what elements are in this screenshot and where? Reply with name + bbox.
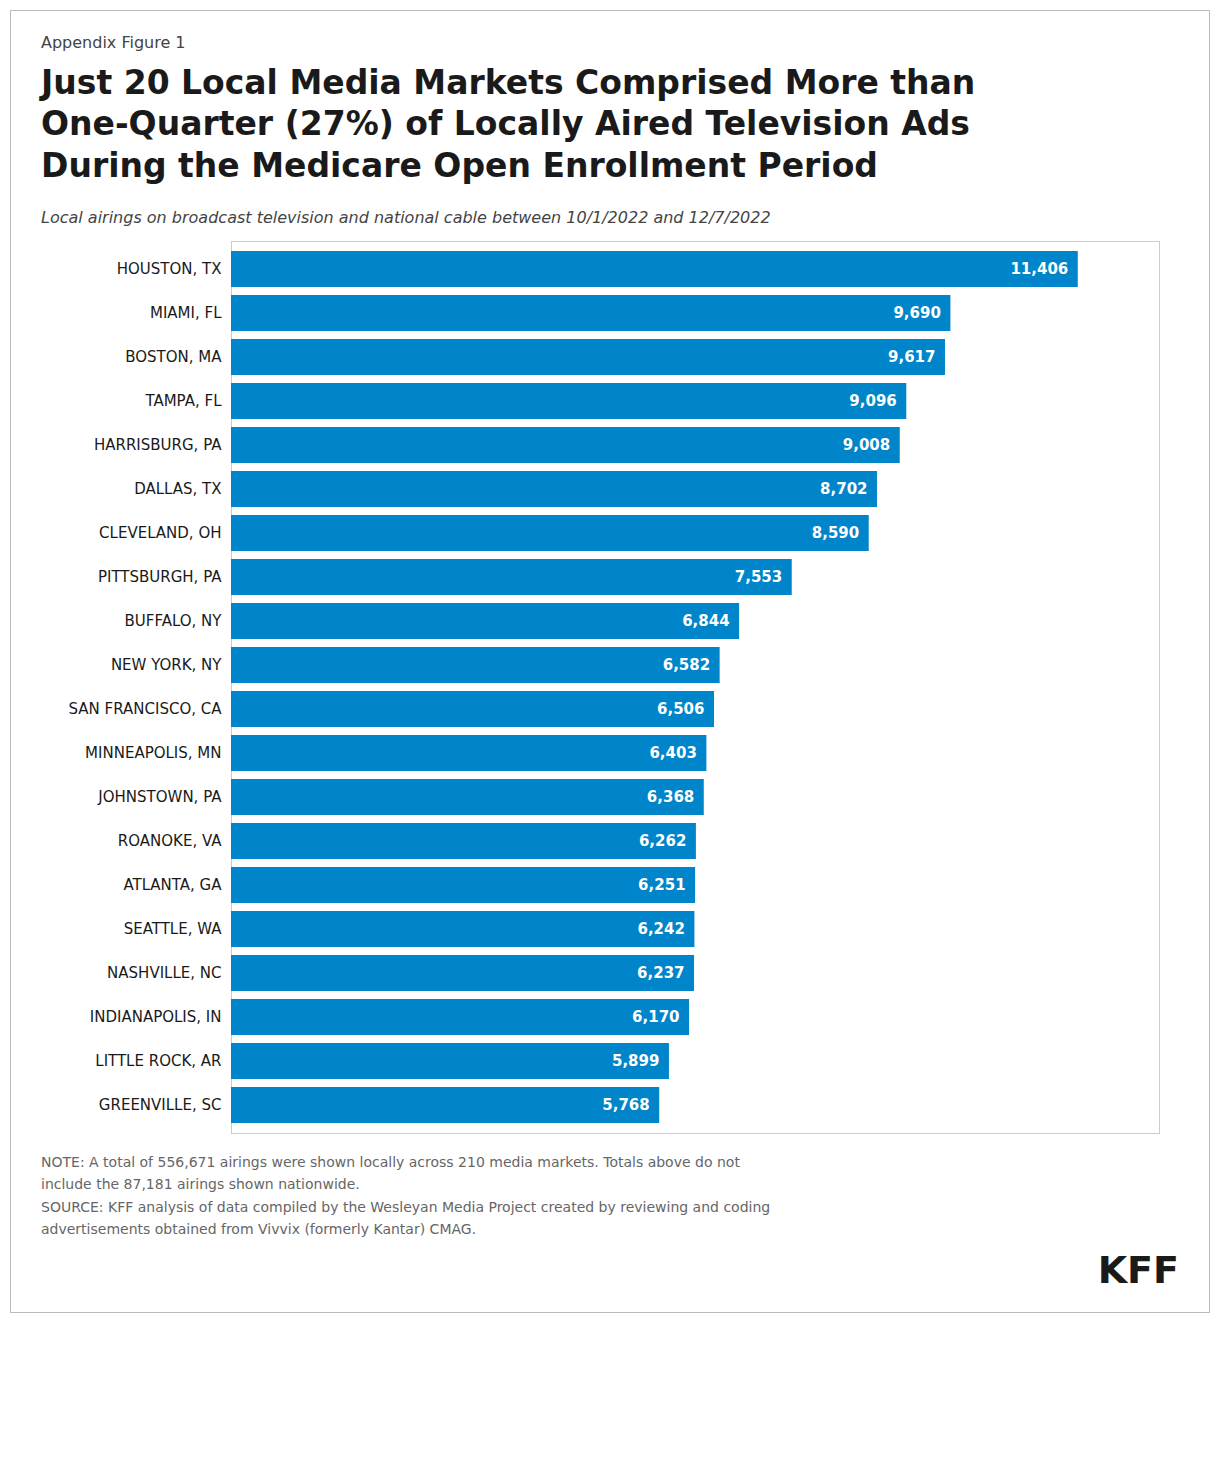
svg-text:NASHVILLE, NC: NASHVILLE, NC — [107, 964, 221, 982]
html-text:KFF: KFF — [1097, 1248, 1179, 1293]
svg-text:SAN FRANCISCO, CA: SAN FRANCISCO, CA — [69, 700, 223, 718]
svg-text:ATLANTA, GA: ATLANTA, GA — [123, 876, 222, 894]
svg-text:PITTSBURGH, PA: PITTSBURGH, PA — [98, 568, 222, 586]
svg-text:JOHNSTOWN, PA: JOHNSTOWN, PA — [97, 788, 222, 806]
svg-text:5,899: 5,899 — [612, 1052, 659, 1070]
svg-text:8,590: 8,590 — [812, 524, 859, 542]
html-text:Appendix Figure 1: Appendix Figure 1 — [41, 33, 186, 52]
html-text:Local airings on broadcast tel: Local airings on broadcast television an… — [41, 207, 771, 227]
html-text:advertisements obtained from V: advertisements obtained from Vivvix (for… — [41, 1220, 477, 1237]
svg-text:MINNEAPOLIS, MN: MINNEAPOLIS, MN — [85, 744, 221, 762]
html-text:include the 87,181 airings sho: include the 87,181 airings shown nationw… — [41, 1176, 360, 1193]
svg-text:6,242: 6,242 — [637, 920, 684, 938]
html-text:SOURCE: KFF analysis of data c: SOURCE: KFF analysis of data compiled by… — [41, 1198, 771, 1215]
svg-text:GREENVILLE, SC: GREENVILLE, SC — [99, 1096, 222, 1114]
html-text:NOTE: A total of 556,671 airin: NOTE: A total of 556,671 airings were sh… — [41, 1153, 740, 1170]
svg-text:HOUSTON, TX: HOUSTON, TX — [117, 260, 222, 278]
svg-text:6,844: 6,844 — [682, 612, 729, 630]
svg-text:ROANOKE, VA: ROANOKE, VA — [118, 832, 222, 850]
svg-text:SEATTLE, WA: SEATTLE, WA — [124, 920, 223, 938]
svg-text:HARRISBURG, PA: HARRISBURG, PA — [94, 436, 222, 454]
svg-text:LITTLE ROCK, AR: LITTLE ROCK, AR — [95, 1052, 221, 1070]
svg-text:BUFFALO, NY: BUFFALO, NY — [125, 612, 223, 630]
svg-text:6,403: 6,403 — [649, 744, 696, 762]
svg-text:MIAMI, FL: MIAMI, FL — [150, 304, 222, 322]
svg-text:6,582: 6,582 — [663, 656, 710, 674]
svg-text:8,702: 8,702 — [820, 480, 867, 498]
svg-text:9,096: 9,096 — [849, 392, 896, 410]
svg-text:BOSTON, MA: BOSTON, MA — [125, 348, 222, 366]
svg-text:CLEVELAND, OH: CLEVELAND, OH — [99, 524, 221, 542]
svg-text:11,406: 11,406 — [1010, 260, 1068, 278]
svg-text:DALLAS, TX: DALLAS, TX — [134, 480, 221, 498]
svg-text:6,506: 6,506 — [657, 700, 704, 718]
html-text:Just 20 Local Media Markets Co: Just 20 Local Media Markets Comprised Mo… — [41, 63, 976, 185]
svg-text:9,008: 9,008 — [843, 436, 890, 454]
svg-text:6,262: 6,262 — [639, 832, 686, 850]
svg-text:INDIANAPOLIS, IN: INDIANAPOLIS, IN — [90, 1008, 222, 1026]
svg-text:NEW YORK, NY: NEW YORK, NY — [111, 656, 222, 674]
svg-text:5,768: 5,768 — [602, 1096, 649, 1114]
svg-text:6,170: 6,170 — [632, 1008, 679, 1026]
svg-text:9,617: 9,617 — [888, 348, 935, 366]
svg-text:7,553: 7,553 — [735, 568, 782, 586]
svg-text:6,251: 6,251 — [638, 876, 685, 894]
svg-text:9,690: 9,690 — [893, 304, 940, 322]
svg-text:6,368: 6,368 — [647, 788, 694, 806]
svg-text:6,237: 6,237 — [637, 964, 684, 982]
svg-text:TAMPA, FL: TAMPA, FL — [144, 392, 222, 410]
